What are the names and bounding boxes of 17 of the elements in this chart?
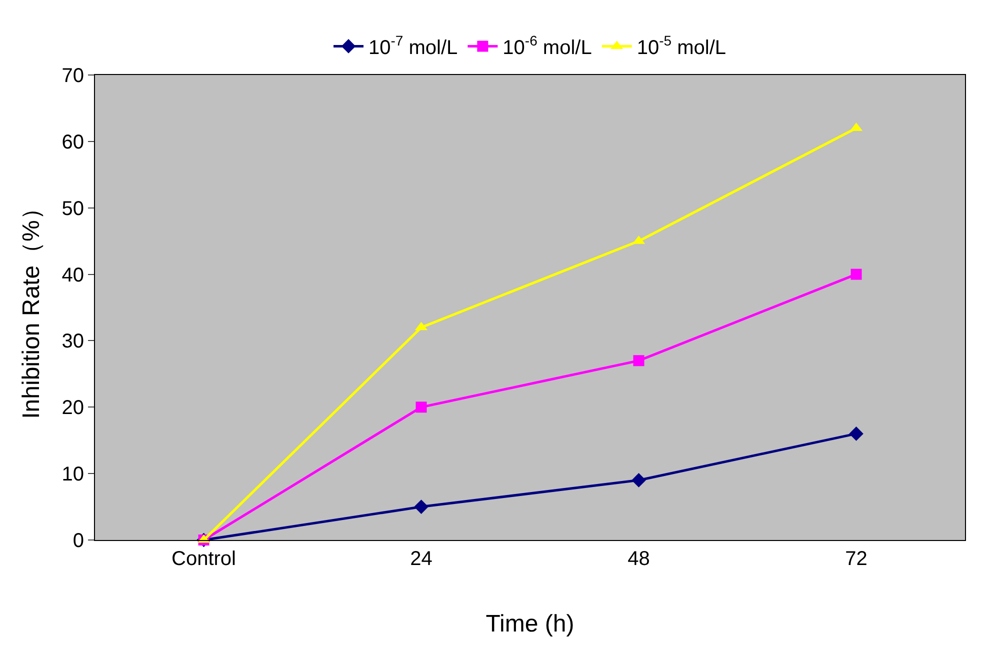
y-axis-title: Inhibition Rate（%） — [18, 196, 45, 419]
y-tick-label: 50 — [62, 198, 84, 220]
x-tick-label: Control — [172, 548, 236, 570]
y-tick-label: 70 — [62, 65, 84, 87]
x-tick-label: 24 — [410, 548, 432, 570]
legend-label: 10$^{-7}$ mol/L — [368, 32, 458, 59]
x-axis-title: Time (h) — [486, 610, 574, 638]
y-tick-label: 10 — [62, 464, 84, 486]
x-tick-label: 72 — [845, 548, 868, 570]
y-tick-label: 0 — [72, 530, 84, 552]
y-tick-label: 30 — [62, 330, 84, 353]
legend-label: 10$^{-6}$ mol/L — [502, 32, 592, 59]
x-tick-label: 48 — [628, 548, 650, 570]
y-tick-label: 40 — [62, 264, 84, 286]
y-tick-label: 60 — [62, 131, 84, 154]
y-tick-label: 20 — [62, 397, 84, 420]
legend-label: 10$^{-5}$ mol/L — [636, 32, 726, 59]
